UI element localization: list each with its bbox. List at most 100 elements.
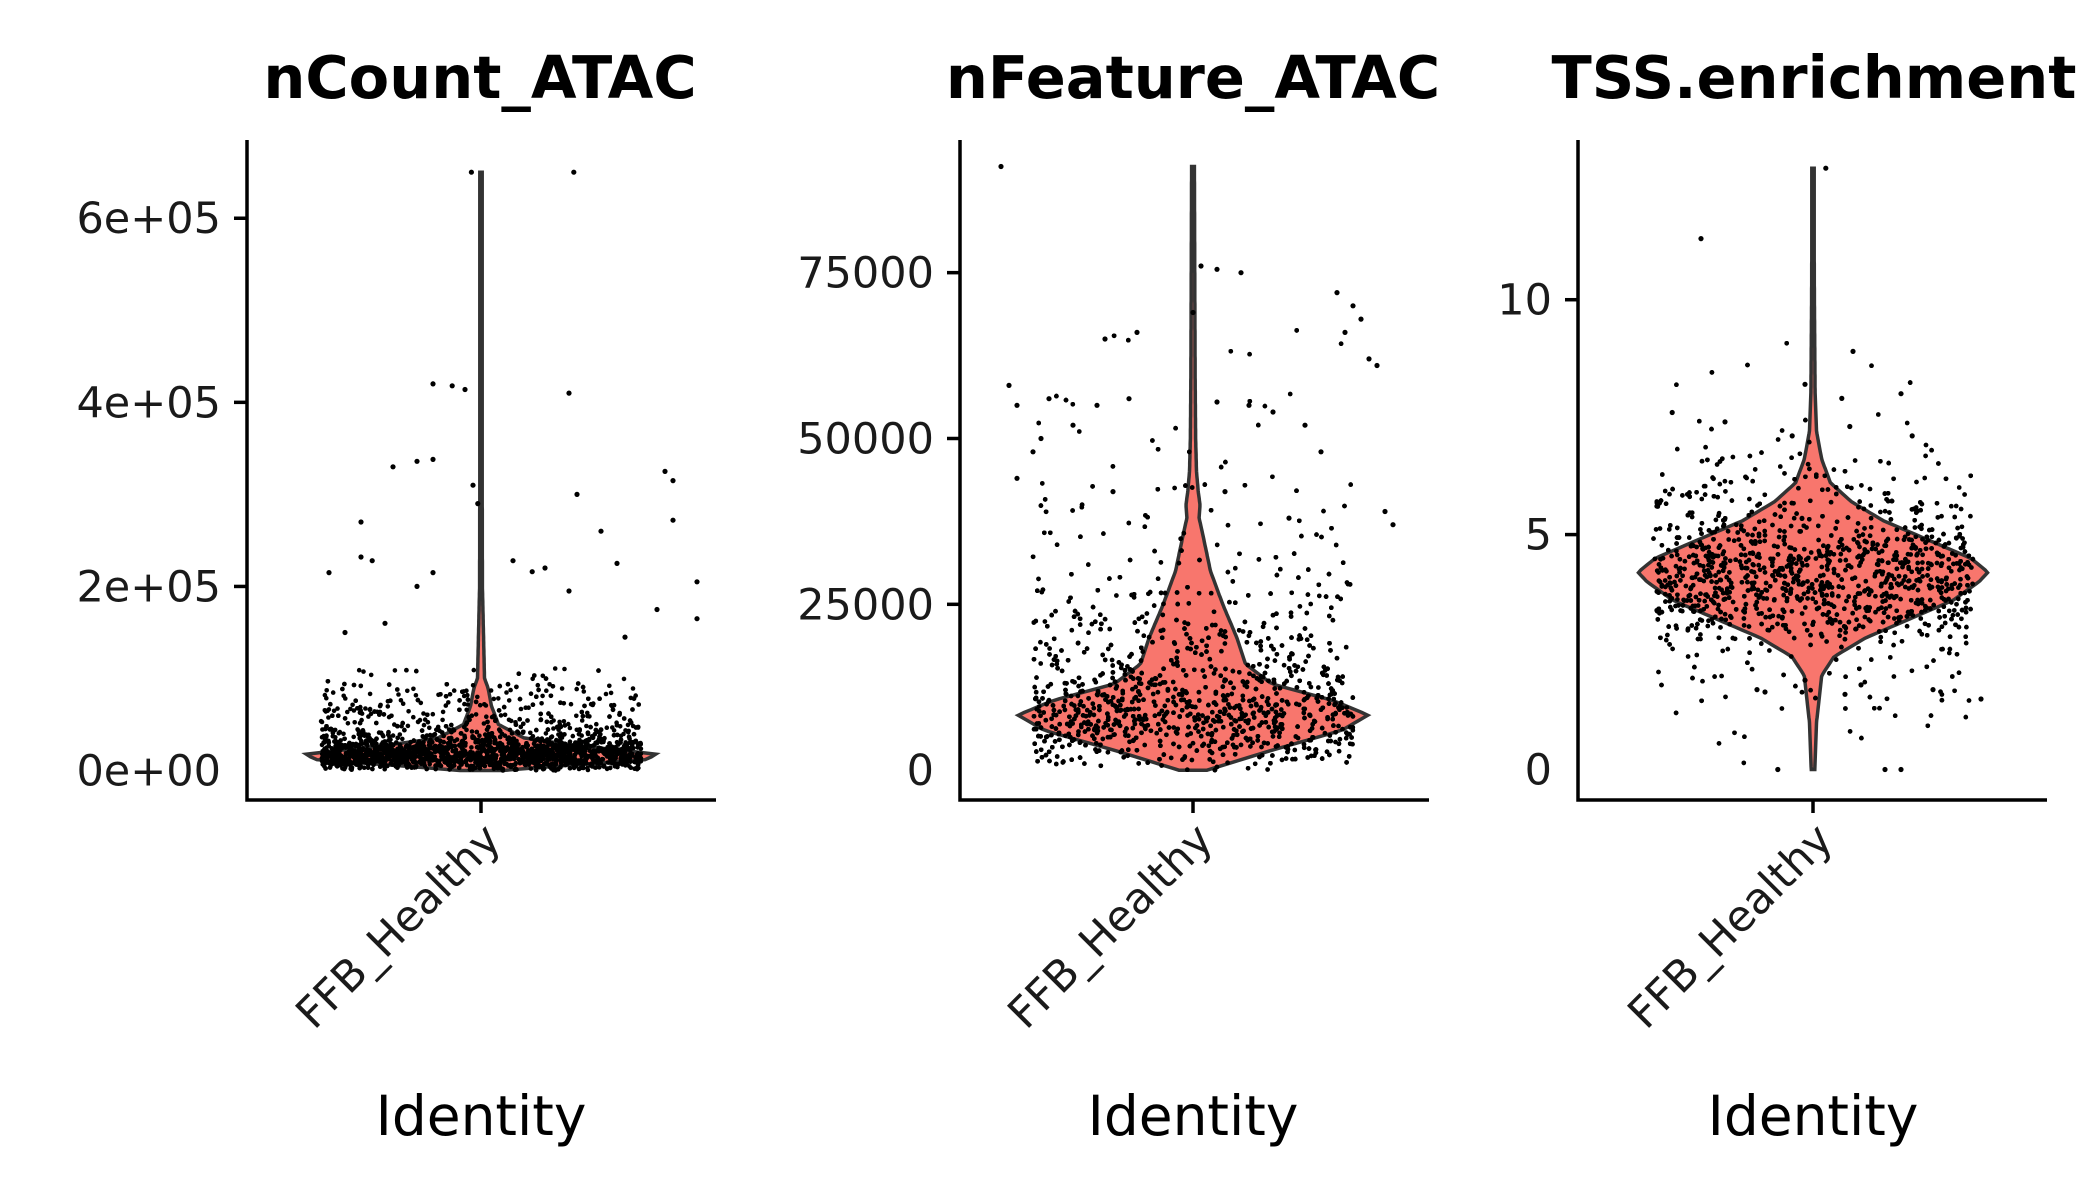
data-point <box>574 740 579 745</box>
data-point <box>338 763 343 768</box>
data-point <box>526 748 531 753</box>
data-point <box>518 706 524 712</box>
data-point <box>425 719 431 725</box>
data-point <box>492 735 497 741</box>
data-point <box>561 753 567 758</box>
data-point <box>1231 685 1236 691</box>
data-point <box>350 754 356 759</box>
data-point <box>1223 677 1228 683</box>
data-point <box>1218 464 1224 470</box>
data-point <box>1286 666 1292 671</box>
data-point <box>1092 677 1097 683</box>
data-point <box>1098 763 1104 769</box>
data-point <box>406 744 412 750</box>
data-point <box>1221 724 1226 730</box>
data-point <box>1247 671 1252 676</box>
data-point <box>1251 710 1256 716</box>
data-point <box>1171 710 1176 715</box>
data-point <box>451 688 457 693</box>
data-point <box>1185 585 1190 590</box>
data-point <box>1069 627 1075 633</box>
data-point <box>325 754 330 760</box>
data-point <box>1098 626 1103 632</box>
data-point <box>547 747 552 753</box>
data-point <box>592 731 598 737</box>
data-point <box>415 697 421 703</box>
data-point <box>603 691 609 697</box>
data-point <box>635 745 640 750</box>
data-point <box>477 765 483 771</box>
data-point <box>435 759 441 764</box>
data-point <box>548 693 554 699</box>
data-point <box>1265 710 1271 715</box>
data-point <box>1086 696 1091 701</box>
data-point <box>1142 742 1147 748</box>
data-point <box>389 713 394 719</box>
data-point <box>1242 682 1248 688</box>
data-point <box>1052 739 1058 744</box>
data-point <box>554 747 559 753</box>
x-axis-title: Identity <box>1088 1084 1299 1148</box>
data-point <box>1297 518 1302 524</box>
data-point <box>443 745 448 750</box>
data-point <box>1203 685 1208 690</box>
data-point <box>1047 758 1052 764</box>
data-point <box>594 721 599 727</box>
data-point <box>611 733 617 738</box>
data-point <box>1135 628 1140 634</box>
data-point <box>496 708 502 713</box>
outlier-point <box>566 588 572 594</box>
data-point <box>584 723 589 729</box>
data-point <box>444 682 450 687</box>
data-point <box>1228 349 1234 354</box>
data-point <box>1145 685 1151 691</box>
data-point <box>446 700 451 705</box>
data-point <box>1105 750 1111 755</box>
data-point <box>434 727 439 732</box>
data-point <box>1340 674 1345 679</box>
data-point <box>540 766 546 772</box>
data-point <box>588 743 594 749</box>
data-point <box>1048 530 1053 536</box>
data-point <box>1170 679 1176 685</box>
data-point <box>378 756 383 762</box>
data-point <box>615 741 621 746</box>
data-point <box>1239 716 1244 721</box>
data-point <box>513 761 518 767</box>
data-point <box>1150 691 1156 697</box>
data-point <box>346 748 352 754</box>
data-point <box>1161 752 1167 757</box>
data-point <box>364 748 369 754</box>
data-point <box>1152 713 1158 718</box>
data-point <box>1187 743 1193 749</box>
outlier-point <box>654 606 660 613</box>
data-point <box>1032 684 1037 690</box>
data-point <box>1331 723 1336 728</box>
data-point <box>1277 730 1282 736</box>
outlier-point <box>468 169 474 175</box>
data-point <box>630 707 635 712</box>
data-point <box>1155 576 1161 581</box>
data-point <box>1233 565 1238 571</box>
data-point <box>357 720 363 726</box>
data-point <box>593 727 599 733</box>
data-point <box>1240 729 1245 734</box>
data-point <box>1047 646 1052 651</box>
data-point <box>462 743 468 748</box>
data-point <box>1077 622 1083 627</box>
data-point <box>337 756 342 761</box>
data-point <box>1136 706 1141 712</box>
data-point <box>465 692 470 698</box>
data-point <box>1340 726 1345 732</box>
data-point <box>1164 732 1169 738</box>
data-point <box>636 755 642 760</box>
data-point <box>548 714 554 719</box>
data-point <box>1151 603 1157 608</box>
data-point <box>1279 643 1285 648</box>
data-point <box>344 744 350 750</box>
data-point <box>509 745 515 751</box>
data-point <box>1081 650 1087 655</box>
data-point <box>525 718 530 723</box>
data-point <box>582 703 587 709</box>
